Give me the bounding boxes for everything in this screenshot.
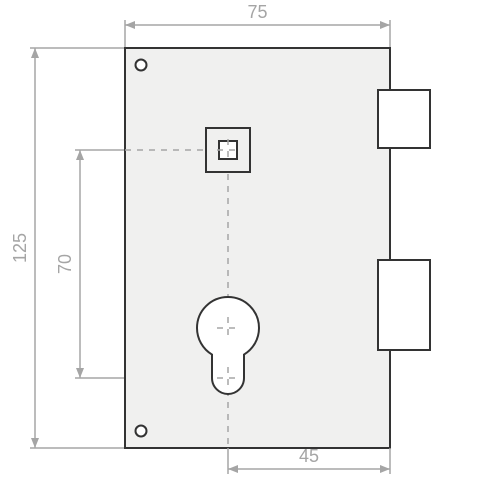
dimension-width-75-label: 75	[247, 2, 267, 22]
lock-technical-drawing: 75 125 70 45	[0, 0, 500, 500]
screw-hole-bottom	[136, 426, 147, 437]
dimension-height-70: 70	[55, 150, 125, 378]
latch-bottom	[378, 260, 430, 350]
dimension-width-75: 75	[125, 2, 390, 48]
latch-top	[378, 90, 430, 148]
dimension-height-125: 125	[10, 48, 125, 448]
dimension-width-45: 45	[228, 446, 390, 474]
dimension-width-45-label: 45	[299, 446, 319, 466]
screw-hole-top	[136, 60, 147, 71]
lock-body	[125, 48, 390, 448]
dimension-height-70-label: 70	[55, 254, 75, 274]
dimension-height-125-label: 125	[10, 233, 30, 263]
